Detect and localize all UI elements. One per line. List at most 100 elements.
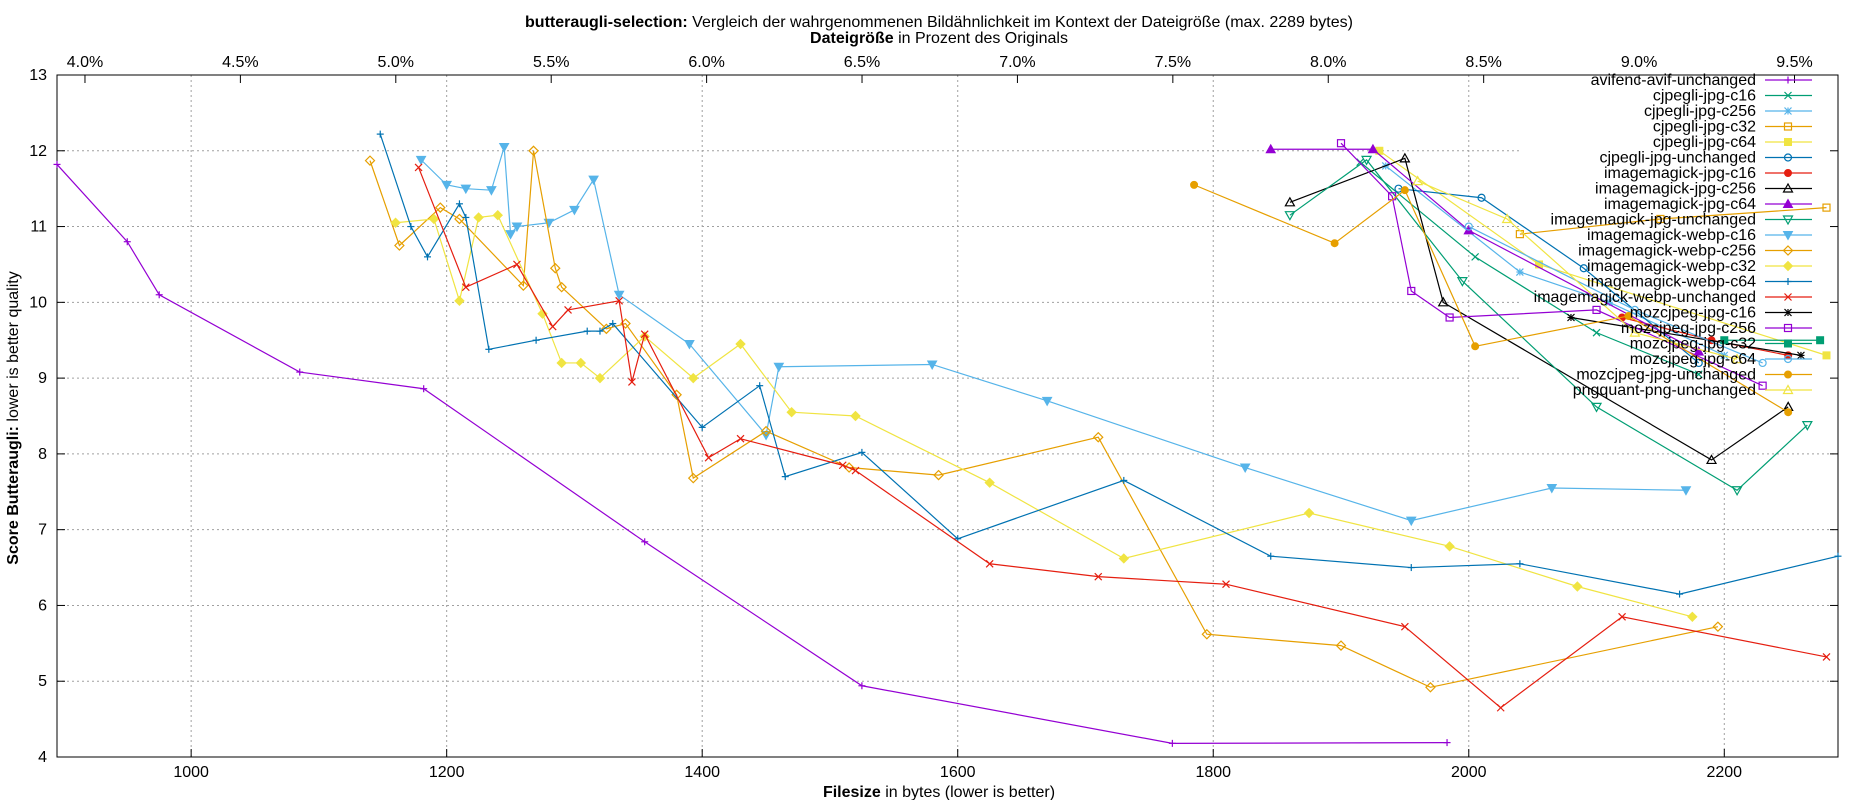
data-point (394, 240, 405, 251)
y-tick-label: 6 (38, 597, 47, 614)
data-point (434, 202, 446, 213)
series-pngquant-png-unchanged (1412, 175, 1743, 364)
legend-label: imagemagick-jpg-c256 (1595, 181, 1756, 198)
data-point (1399, 152, 1411, 163)
chart-title: butteraugli-selection: Vergleich der wah… (525, 14, 1353, 31)
legend-marker (1783, 122, 1793, 131)
x2-tick-label: 7.0% (999, 54, 1035, 71)
data-point (1041, 396, 1053, 407)
x2-tick-label: 8.0% (1310, 54, 1346, 71)
data-point (1676, 590, 1684, 598)
y-tick-label: 7 (38, 522, 47, 539)
data-point (1284, 211, 1296, 221)
data-point (1758, 358, 1767, 368)
data-point (532, 336, 540, 344)
legend-marker (1782, 384, 1794, 395)
data-point (687, 472, 699, 484)
data-point (1400, 186, 1409, 195)
data-point (428, 213, 440, 225)
data-point (1822, 203, 1831, 212)
legend-label: mozcjpeg-jpg-c32 (1630, 336, 1756, 353)
axis-layer: 1000 1200 1400 1600 1800 2000 2200 4.0% 4.5% 5.0%… (29, 54, 1838, 781)
x-tick-label: 1800 (1195, 764, 1231, 781)
data-point (1546, 483, 1558, 494)
legend-label: avifenc-avif-unchanged (1591, 72, 1756, 89)
data-point (1680, 486, 1692, 496)
series-line (1417, 180, 1738, 360)
x2-tick-label: 6.5% (844, 54, 880, 71)
data-point (1496, 703, 1505, 712)
data-point (1572, 581, 1583, 592)
legend-label: mozcjpeg-jpg-c256 (1621, 320, 1756, 337)
data-point (933, 469, 944, 481)
data-point (549, 262, 561, 274)
data-point (1630, 305, 1639, 315)
data-point (640, 330, 649, 339)
data-point (1303, 507, 1315, 519)
data-point (736, 434, 745, 443)
series-line (1468, 226, 1763, 364)
series-line (1398, 188, 1700, 364)
data-point (407, 223, 415, 231)
y-tick-label: 10 (29, 294, 47, 311)
data-point (596, 327, 604, 335)
x2-tick-label: 9.5% (1776, 54, 1812, 71)
legend-marker (1784, 370, 1792, 379)
legend-marker (1782, 198, 1794, 208)
series-avifenc-avif-unchanged (53, 160, 1451, 747)
series-imagemagick-webp-unchanged (414, 163, 1831, 712)
data-point (364, 155, 376, 166)
y-axis-label: Score Butteraugli: lower is better quali… (5, 271, 22, 564)
data-point (1797, 351, 1805, 360)
data-point (1705, 454, 1718, 465)
data-point (424, 253, 432, 261)
x-tick-label: 1200 (429, 764, 465, 781)
x2-tick-label: 4.0% (67, 54, 103, 71)
series-imagemagick-jpg-unchanged (1284, 155, 1813, 496)
y-tick-label: 11 (30, 219, 47, 236)
series-imagemagick-webp-c64 (376, 130, 1842, 598)
data-point (454, 295, 465, 307)
x2-tick-label: 4.5% (222, 54, 258, 71)
series-line (420, 146, 1686, 522)
data-point (1592, 305, 1601, 315)
legend-marker (1782, 260, 1794, 272)
legend-label: imagemagick-jpg-unchanged (1551, 212, 1756, 229)
data-point (1201, 628, 1213, 640)
legend-label: imagemagick-webp-unchanged (1534, 289, 1756, 306)
grid-layer (57, 75, 1838, 757)
data-point (517, 280, 529, 292)
data-point (858, 448, 866, 456)
data-point (1456, 277, 1468, 287)
data-point (1624, 311, 1633, 320)
legend-marker (1782, 245, 1794, 256)
legend-label: mozcjpeg-jpg-c16 (1630, 305, 1756, 322)
y-tick-label: 12 (29, 143, 47, 160)
legend-marker (1783, 153, 1793, 162)
data-point (1605, 298, 1614, 307)
data-point (858, 682, 866, 690)
data-point (1412, 175, 1424, 186)
data-point (1731, 486, 1743, 496)
data-point (376, 130, 384, 138)
data-point (1712, 621, 1724, 633)
data-point (1515, 268, 1524, 276)
data-point (704, 453, 713, 462)
series-line (369, 150, 1719, 688)
legend-label: cjpegli-jpg-c16 (1653, 88, 1756, 105)
data-point (984, 477, 995, 488)
x2-tick-label: 7.5% (1155, 54, 1191, 71)
data-point (1516, 560, 1524, 568)
legend-marker (1784, 293, 1792, 301)
series-cjpegli-jpg-unchanged (1394, 184, 1703, 368)
data-point (1407, 564, 1415, 572)
legend-layer: avifenc-avif-unchangedcjpegli-jpg-c16cjp… (1534, 72, 1812, 399)
data-point (735, 338, 746, 350)
data-point (1222, 580, 1230, 589)
y-tick-label: 8 (38, 446, 47, 463)
plot-frame (56, 74, 1839, 758)
series-line (1359, 161, 1699, 375)
data-point (569, 205, 580, 216)
legend-marker (1784, 107, 1792, 115)
data-point (415, 155, 427, 166)
